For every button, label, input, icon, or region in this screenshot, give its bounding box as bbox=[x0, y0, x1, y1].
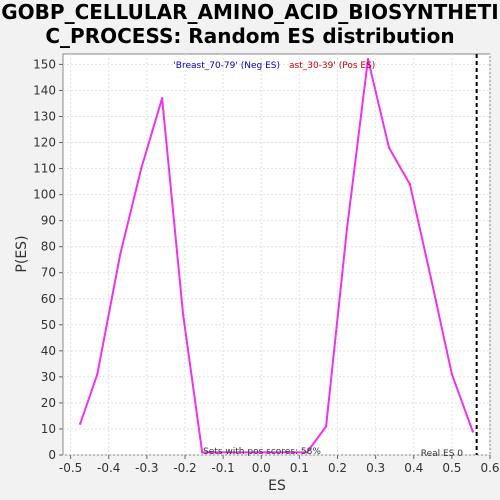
y-tick-label: 20 bbox=[41, 396, 56, 410]
y-tick-label: 10 bbox=[41, 422, 56, 436]
x-axis-label: ES bbox=[268, 478, 286, 494]
pos-scores-text: Sets with pos scores: 58% bbox=[203, 447, 321, 457]
chart-title-line2: C_PROCESS: Random ES distribution bbox=[45, 24, 454, 48]
chart-title-line1: GOBP_CELLULAR_AMINO_ACID_BIOSYNTHETI bbox=[1, 0, 499, 24]
data-point bbox=[471, 430, 475, 433]
y-axis-label: P(ES) bbox=[14, 235, 30, 272]
series-line bbox=[79, 58, 474, 454]
legend-neg-label: 'Breast_70-79' (Neg ES) bbox=[173, 61, 280, 71]
data-point bbox=[200, 451, 204, 454]
x-tick-label: -0.1 bbox=[211, 461, 234, 475]
data-point bbox=[305, 451, 309, 454]
x-tick-label: -0.4 bbox=[97, 461, 120, 475]
x-tick-label: 0.2 bbox=[328, 461, 347, 475]
y-tick-label: 120 bbox=[33, 136, 56, 150]
y-tick-label: 100 bbox=[33, 188, 56, 202]
data-point bbox=[366, 58, 370, 61]
data-point bbox=[78, 422, 82, 425]
y-tick-label: 90 bbox=[41, 214, 56, 228]
data-point bbox=[450, 373, 454, 376]
y-tick-label: 30 bbox=[41, 370, 56, 384]
y-tick-label: 0 bbox=[48, 448, 56, 462]
legend-pos-label: ast_30-39' (Pos ES) bbox=[289, 61, 375, 71]
series-layer bbox=[78, 54, 478, 455]
x-axis-ticks: -0.5 -0.4 -0.3 -0.2 -0.1 0.0 0.1 0.2 0.3 0.4 0.5 0.… bbox=[59, 455, 500, 475]
y-tick-label: 70 bbox=[41, 266, 56, 280]
x-tick-label: -0.5 bbox=[59, 461, 82, 475]
y-tick-label: 110 bbox=[33, 162, 56, 176]
x-tick-label: -0.3 bbox=[135, 461, 158, 475]
grid-lines bbox=[63, 54, 491, 456]
data-point bbox=[345, 227, 349, 230]
plot-area bbox=[62, 53, 491, 456]
real-es-label: Real ES 0 bbox=[421, 449, 464, 459]
x-tick-label: 0.6 bbox=[480, 461, 499, 475]
x-tick-label: 0.5 bbox=[442, 461, 461, 475]
x-tick-label: 0.3 bbox=[366, 461, 385, 475]
y-tick-label: 40 bbox=[41, 344, 56, 358]
data-point bbox=[324, 425, 328, 428]
y-tick-label: 80 bbox=[41, 240, 56, 254]
data-point bbox=[429, 276, 433, 280]
y-tick-label: 130 bbox=[33, 109, 56, 123]
x-tick-label: -0.2 bbox=[173, 461, 196, 475]
x-tick-label: 0.0 bbox=[252, 461, 271, 475]
x-tick-label: 0.1 bbox=[290, 461, 309, 475]
data-point bbox=[160, 97, 164, 100]
y-tick-label: 60 bbox=[41, 292, 56, 306]
x-tick-label: 0.4 bbox=[404, 461, 423, 475]
data-point bbox=[139, 167, 143, 170]
y-tick-label: 140 bbox=[33, 83, 56, 97]
data-point bbox=[181, 313, 185, 316]
data-point bbox=[96, 373, 99, 376]
y-tick-label: 150 bbox=[33, 57, 56, 71]
y-axis-ticks: 0 10 20 30 40 50 60 70 80 90 100 110 120 130 140 150 bbox=[33, 57, 63, 462]
data-point bbox=[387, 146, 391, 149]
y-tick-label: 50 bbox=[41, 318, 56, 332]
data-point bbox=[408, 182, 412, 186]
data-point bbox=[118, 253, 122, 256]
